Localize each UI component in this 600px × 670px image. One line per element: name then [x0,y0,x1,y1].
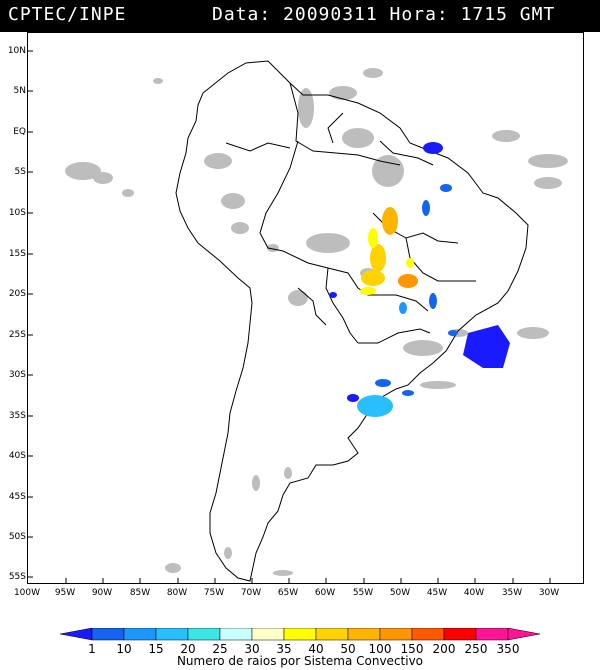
lon-label: 75W [203,588,225,598]
legend-swatch [315,628,349,641]
cloud-cover [65,68,568,576]
lon-label: 100W [13,588,41,598]
lon-label: 65W [277,588,299,598]
lat-label: 45S [8,492,26,502]
legend-swatch [443,628,477,641]
color-legend [60,628,540,641]
title-bar: CPTEC/INPE Data: 20090311 Hora: 1715 GMT [0,0,600,32]
legend-swatch [411,628,445,641]
lightning-systems [329,142,510,417]
map-frame[interactable] [27,32,584,584]
legend-label: 350 [496,642,520,656]
legend-label: 100 [368,642,392,656]
lat-label: EQ [13,127,26,137]
legend-swatch [507,628,540,641]
legend-label: 25 [212,642,228,656]
lat-label: 35S [8,411,26,421]
legend-swatch [251,628,285,641]
legend-label: 40 [308,642,324,656]
map-ticks [28,50,551,583]
legend-label: 150 [400,642,424,656]
lat-label: 5N [13,86,26,96]
legend-swatch [91,628,125,641]
datetime-label: Data: 20090311 Hora: 1715 GMT [212,4,556,25]
legend-swatch [155,628,189,641]
legend-swatch [123,628,157,641]
lat-label: 25S [8,330,26,340]
lat-label: 30S [8,370,26,380]
lat-label: 10N [7,46,26,56]
legend-swatch [60,628,93,641]
legend-label: 200 [432,642,456,656]
lon-label: 90W [91,588,113,598]
lat-label: 10S [8,208,26,218]
lon-label: 45W [426,588,448,598]
lon-label: 35W [501,588,523,598]
legend-label: 30 [244,642,260,656]
legend-label: 10 [116,642,132,656]
lat-label: 40S [8,451,26,461]
map-canvas [28,50,568,583]
lat-label: 55S [8,572,26,582]
lon-label: 85W [129,588,151,598]
legend-swatch [475,628,509,641]
lon-label: 95W [54,588,76,598]
legend-label: 50 [340,642,356,656]
lon-label: 40W [463,588,485,598]
lat-label: 50S [8,532,26,542]
legend-swatch [283,628,317,641]
legend-label: 35 [276,642,292,656]
lat-label: 5S [14,167,26,177]
legend-label: 1 [88,642,96,656]
lon-label: 60W [314,588,336,598]
agency-label: CPTEC/INPE [8,4,127,25]
lon-label: 70W [240,588,262,598]
legend-title: Numero de raios por Sistema Convectivo [176,654,424,668]
legend-swatch [219,628,253,641]
legend-swatch [347,628,381,641]
lat-label: 20S [8,289,26,299]
legend-label: 250 [464,642,488,656]
legend-label: 15 [148,642,164,656]
lon-label: 55W [352,588,374,598]
legend-label: 20 [180,642,196,656]
legend-swatch [187,628,221,641]
lon-label: 30W [538,588,560,598]
lat-label: 15S [8,249,26,259]
lon-label: 80W [166,588,188,598]
lon-label: 50W [389,588,411,598]
legend-swatch [379,628,413,641]
